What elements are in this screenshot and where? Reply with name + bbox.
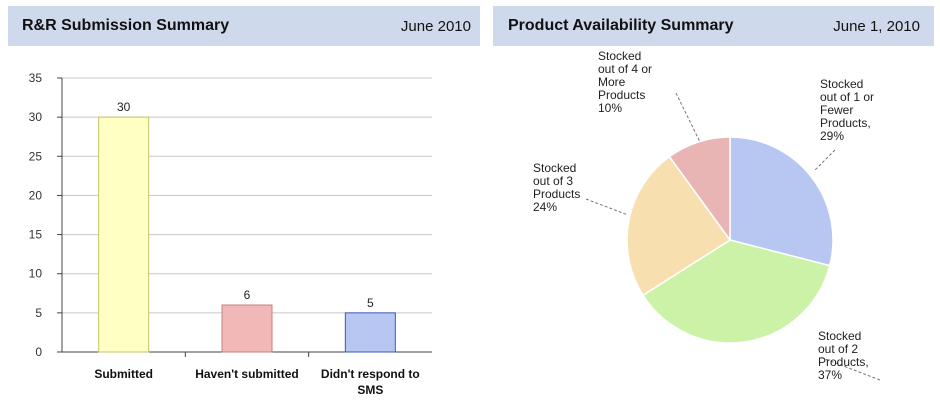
y-tick-label: 15 <box>29 228 43 242</box>
bar-value-label: 30 <box>117 100 131 114</box>
bar-panel-title: R&R Submission Summary <box>22 17 230 34</box>
x-category-label: Haven't submitted <box>195 367 299 381</box>
pie-slice-label: Stocked out of 3 Products 24% <box>533 161 580 214</box>
x-category-label-line: Didn't respond to <box>321 367 420 381</box>
pie-slice-label-line: Products <box>533 187 580 201</box>
pie-slice-label-line: Stocked <box>820 77 863 91</box>
y-tick-label: 25 <box>29 149 43 163</box>
y-tick-label: 5 <box>35 306 42 320</box>
bar <box>98 116 150 353</box>
y-tick-label: 0 <box>35 345 42 359</box>
y-tick-label: 10 <box>29 267 43 281</box>
pie-slice-label-line: 29% <box>820 129 844 143</box>
pie-panel-title: Product Availability Summary <box>508 17 734 34</box>
pie-slice-label-line: Stocked <box>598 49 641 63</box>
pie-slice <box>668 136 731 243</box>
pie-leader-line <box>675 92 701 143</box>
pie-slice-label-line: Stocked <box>533 161 576 175</box>
pie-slice-label-line: 37% <box>818 368 842 382</box>
y-tick-label: 35 <box>29 71 43 85</box>
pie-slice-label-line: Fewer <box>820 103 853 117</box>
pie-leader-line <box>814 149 836 171</box>
pie-slice-label-line: More <box>598 75 626 89</box>
pie-slice-label-line: out of 4 or <box>598 62 652 76</box>
pie-slice <box>626 155 732 297</box>
y-tick-label: 20 <box>29 188 43 202</box>
x-category-label: Didn't respond to SMS <box>321 367 420 397</box>
y-tick-label: 30 <box>29 110 43 124</box>
pie-slice-label-line: 10% <box>598 101 622 115</box>
bar-panel-date: June 2010 <box>400 17 471 35</box>
pie-slice-label: Stocked out of 4 or More Products 10% <box>598 49 652 115</box>
pie-slice-label-line: 24% <box>533 200 557 214</box>
bar-value-label: 5 <box>367 296 374 310</box>
x-category-label-line: Submitted <box>94 367 153 381</box>
x-category-label-line: SMS <box>357 383 383 397</box>
pie-slice-label-line: Products <box>598 88 645 102</box>
pie-slice-label-line: Products, <box>818 355 869 369</box>
pie-slice-label: Stocked out of 1 or Fewer Products, 29% <box>820 77 874 143</box>
bar-chart: 0 5 10 15 20 25 30 35 30 Submitted 6 Haven't submit… <box>29 71 432 397</box>
pie-panel-header: Product Availability Summary June 1, 201… <box>493 6 934 46</box>
pie-slice-label-line: Stocked <box>818 329 861 343</box>
pie-leader-line <box>819 356 881 381</box>
pie-slice-label-line: out of 2 <box>818 342 858 356</box>
pie-slice <box>729 136 834 267</box>
pie-slice-label-line: Products, <box>820 116 871 130</box>
bar <box>344 312 396 353</box>
pie-slice-label-line: out of 3 <box>533 174 573 188</box>
bar-panel-header: R&R Submission Summary June 2010 <box>8 6 480 46</box>
pie-slice-label: Stocked out of 2 Products, 37% <box>818 329 869 382</box>
pie-slice-label-line: out of 1 or <box>820 90 874 104</box>
x-category-label-line: Haven't submitted <box>195 367 299 381</box>
pie-panel-date: June 1, 2010 <box>833 17 920 35</box>
pie-leader-line <box>585 198 629 216</box>
bar <box>221 304 273 353</box>
bar-value-label: 6 <box>244 288 251 302</box>
x-category-label: Submitted <box>94 367 153 381</box>
